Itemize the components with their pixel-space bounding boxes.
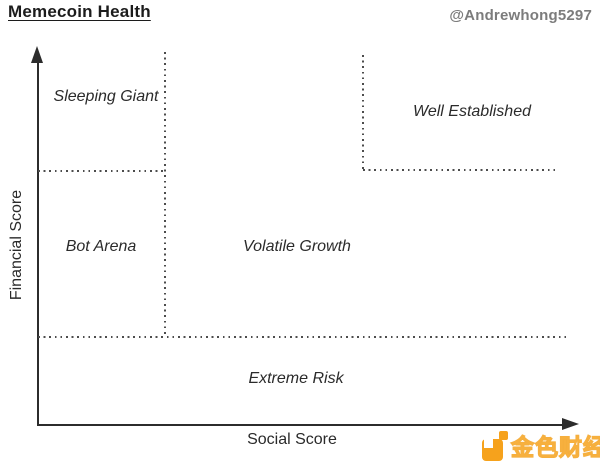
- partition-line-horizontal-left: [38, 170, 164, 172]
- x-axis-label: Social Score: [247, 431, 337, 448]
- jinse-logo-icon: [482, 430, 508, 461]
- y-axis-line: [37, 58, 39, 426]
- partition-line-vertical-left: [164, 52, 166, 335]
- region-label-bot-arena: Bot Arena: [65, 238, 137, 255]
- region-label-sleeping-giant: Sleeping Giant: [53, 88, 159, 105]
- y-axis-label: Financial Score: [8, 189, 25, 301]
- page-title: Memecoin Health: [8, 2, 151, 21]
- region-label-extreme-risk: Extreme Risk: [248, 370, 344, 387]
- brand-watermark: 金色财经: [482, 428, 600, 462]
- brand-watermark-text: 金色财经: [510, 433, 600, 460]
- x-axis-line: [37, 424, 565, 426]
- partition-line-vertical-right: [362, 55, 364, 170]
- x-axis-arrow-icon: [562, 418, 579, 430]
- partition-line-horizontal-right: [363, 169, 558, 171]
- author-handle: @Andrewhong5297: [449, 7, 592, 24]
- y-axis-arrow-icon: [31, 46, 43, 63]
- region-label-volatile-growth: Volatile Growth: [243, 238, 351, 255]
- partition-line-horizontal-bottom: [38, 336, 569, 338]
- region-label-well-established: Well Established: [413, 103, 531, 120]
